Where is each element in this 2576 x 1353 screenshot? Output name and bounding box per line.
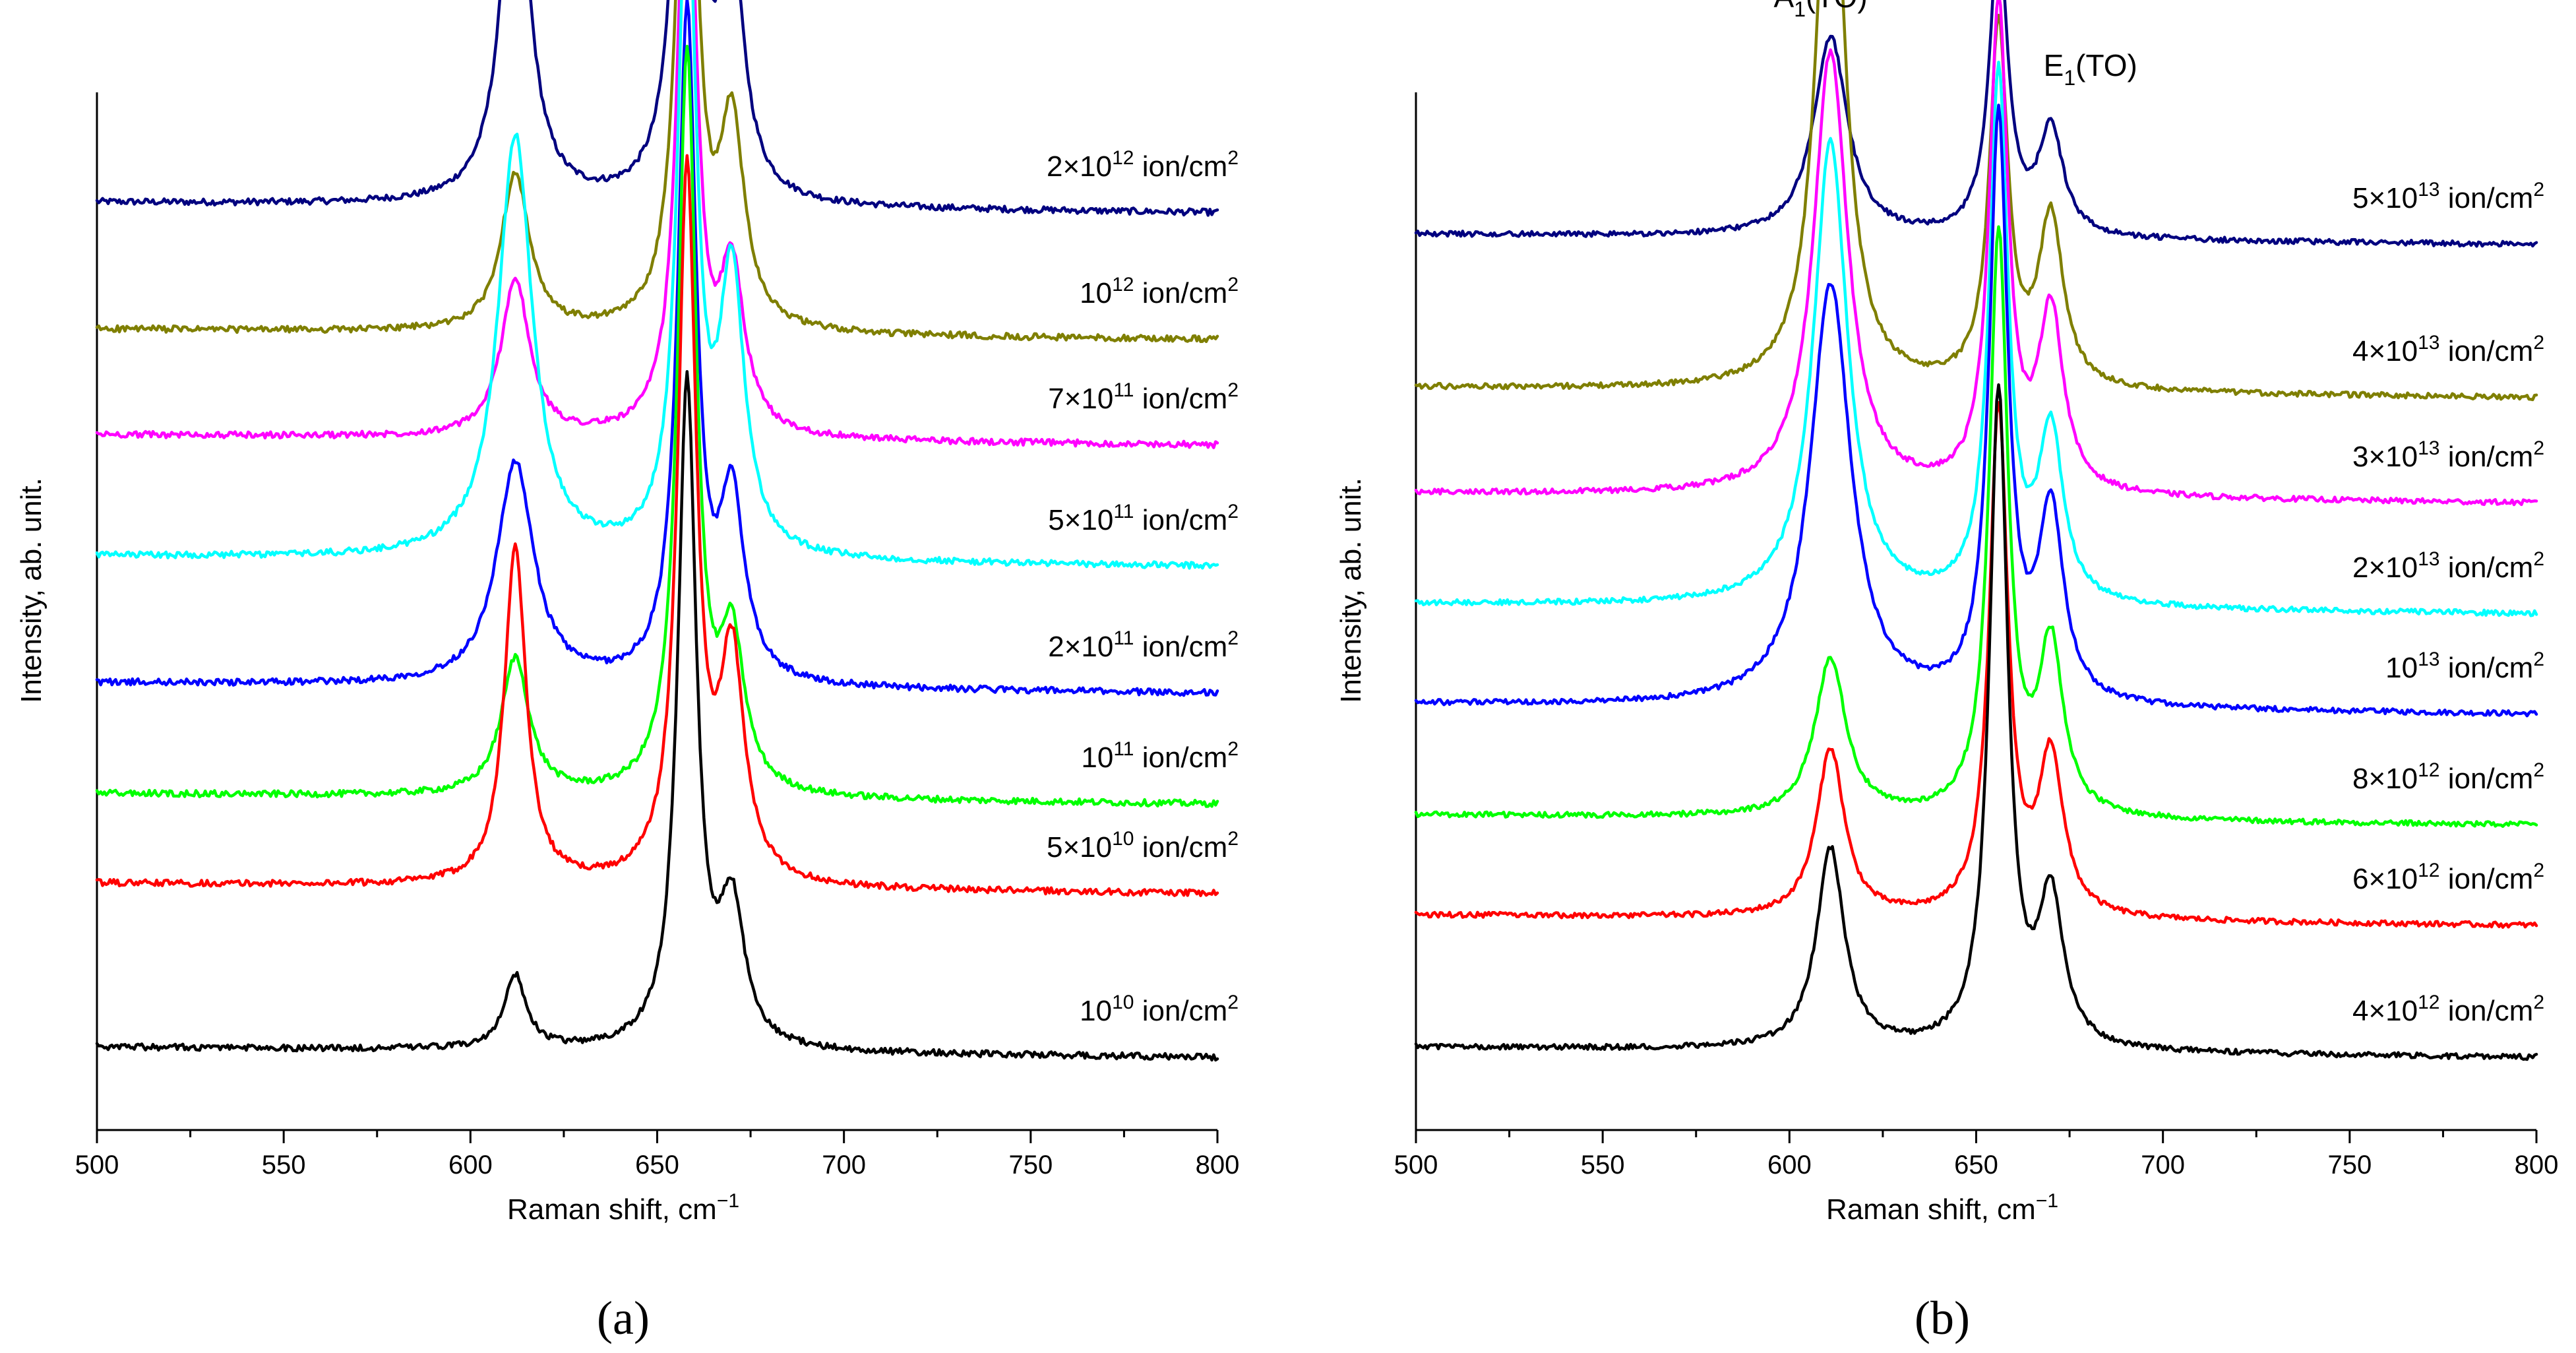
x-tick-label-a: 550 [262, 1150, 306, 1180]
spectrum-line-a-4 [95, 0, 1219, 697]
series-label-b-1: 4×1013 ion/cm2 [2352, 332, 2544, 367]
series-label-a-7: 1010 ion/cm2 [1080, 991, 1239, 1027]
spectrum-line-a-3 [95, 0, 1219, 570]
spectrum-line-a-7 [95, 369, 1219, 1062]
spectrum-line-b-3 [1414, 60, 2538, 617]
series-label-a-5: 1011 ion/cm2 [1081, 738, 1239, 774]
series-label-b-3: 2×1013 ion/cm2 [2352, 548, 2544, 584]
x-tick-label-a: 800 [1196, 1150, 1240, 1180]
x-axis-title-a: Raman shift, cm−1 [507, 1190, 739, 1226]
x-axis-title-b: Raman shift, cm−1 [1826, 1190, 2058, 1226]
spectrum-line-a-6 [95, 154, 1219, 897]
series-label-b-2: 3×1013 ion/cm2 [2352, 437, 2544, 473]
x-tick-label-a: 750 [1008, 1150, 1053, 1180]
x-tick-label-b: 750 [2327, 1150, 2372, 1180]
series-label-b-0: 5×1013 ion/cm2 [2352, 179, 2544, 214]
x-tick-label-a: 700 [822, 1150, 866, 1180]
x-tick-label-a: 650 [635, 1150, 679, 1180]
series-label-a-0: 2×1012 ion/cm2 [1047, 147, 1239, 183]
y-axis-title-b: Intensity, ab. unit. [1335, 478, 1367, 703]
y-axis-title-a: Intensity, ab. unit. [15, 478, 47, 703]
x-tick-label-b: 500 [1394, 1150, 1438, 1180]
spectrum-line-b-2 [1414, 0, 2538, 507]
spectrum-line-a-0 [95, 0, 1219, 217]
spectrum-line-a-2 [95, 0, 1219, 449]
spectrum-line-b-0 [1414, 0, 2538, 248]
series-label-b-5: 8×1012 ion/cm2 [2352, 759, 2544, 795]
peak-label-a1to-b: A1(TO) [1774, 0, 1868, 21]
peak-label-e1to-b: E1(TO) [2044, 48, 2137, 90]
panel-label-a: (a) [597, 1292, 650, 1344]
panel-a: Intensity, ab. unit. Raman shift, cm−1 (… [15, 0, 1239, 1344]
series-label-b-7: 4×1012 ion/cm2 [2352, 991, 2544, 1027]
x-tick-label-b: 700 [2141, 1150, 2185, 1180]
spectrum-line-b-5 [1414, 225, 2538, 828]
spectrum-line-a-5 [95, 44, 1219, 808]
spectrum-line-a-1 [95, 0, 1219, 344]
series-label-b-4: 1013 ion/cm2 [2385, 648, 2544, 684]
panel-label-b: (b) [1915, 1292, 1970, 1344]
spectrum-line-b-1 [1414, 0, 2538, 402]
x-tick-label-b: 800 [2515, 1150, 2559, 1180]
series-label-b-6: 6×1012 ion/cm2 [2352, 860, 2544, 895]
panel-b: Intensity, ab. unit. Raman shift, cm−1 (… [1335, 0, 2558, 1344]
spectrum-line-b-7 [1414, 383, 2538, 1061]
series-label-a-4: 2×1011 ion/cm2 [1048, 627, 1239, 663]
x-tick-label-a: 600 [448, 1150, 493, 1180]
x-tick-label-b: 550 [1581, 1150, 1625, 1180]
series-label-a-3: 5×1011 ion/cm2 [1048, 501, 1239, 536]
x-tick-label-b: 600 [1767, 1150, 1812, 1180]
series-label-a-2: 7×1011 ion/cm2 [1048, 379, 1239, 415]
spectrum-line-b-6 [1414, 400, 2538, 929]
series-label-a-6: 5×1010 ion/cm2 [1047, 828, 1239, 864]
x-tick-label-a: 500 [75, 1150, 119, 1180]
series-label-a-1: 1012 ion/cm2 [1080, 274, 1239, 309]
x-tick-label-b: 650 [1954, 1150, 1998, 1180]
spectrum-line-b-4 [1414, 104, 2538, 718]
